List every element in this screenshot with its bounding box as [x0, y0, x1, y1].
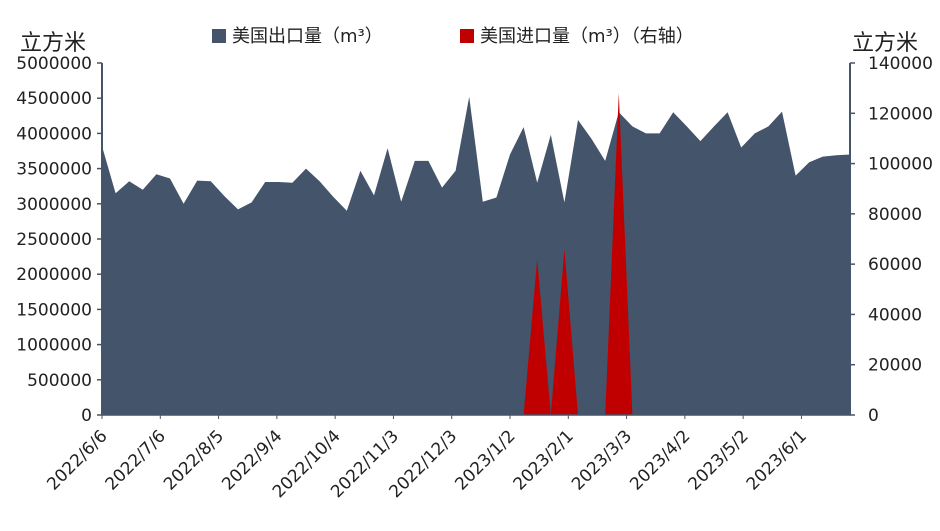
x-tick-label-1: 2022/7/6: [102, 426, 170, 494]
right-tick-label-1: 20000: [868, 356, 922, 376]
left-tick-label-7: 3500000: [16, 160, 92, 180]
left-tick-label-6: 3000000: [16, 195, 92, 215]
x-tick-label-0: 2022/6/6: [43, 426, 111, 494]
right-tick-label-3: 60000: [868, 255, 922, 275]
left-tick-label-0: 0: [81, 406, 92, 426]
right-tick-label-7: 140000: [868, 54, 933, 74]
right-axis-unit: 立方米: [852, 31, 918, 56]
left-tick-label-9: 4500000: [16, 89, 92, 109]
right-tick-label-2: 40000: [868, 305, 922, 325]
left-tick-label-4: 2000000: [16, 265, 92, 285]
left-tick-label-5: 2500000: [16, 230, 92, 250]
x-tick-label-10: 2023/4/2: [626, 426, 694, 494]
right-tick-label-4: 80000: [868, 205, 922, 225]
right-tick-label-6: 120000: [868, 104, 933, 124]
plot-area: [101, 93, 851, 416]
left-tick-label-8: 4000000: [16, 124, 92, 144]
legend-label-exports: 美国出口量（m³）: [232, 26, 383, 47]
left-tick-label-1: 500000: [27, 371, 92, 391]
right-tick-label-5: 100000: [868, 155, 933, 175]
legend: 美国出口量（m³） 美国进口量（m³）（右轴）: [212, 26, 694, 47]
left-tick-label-2: 1000000: [16, 336, 92, 356]
x-tick-label-8: 2023/2/1: [510, 426, 578, 494]
right-tick-label-0: 0: [868, 406, 879, 426]
left-tick-label-10: 5000000: [16, 54, 92, 74]
legend-swatch-imports: [460, 29, 474, 43]
left-tick-label-3: 1500000: [16, 300, 92, 320]
x-tick-label-9: 2023/3/3: [568, 426, 636, 494]
x-tick-label-11: 2023/5/2: [685, 426, 753, 494]
x-tick-label-7: 2023/1/2: [451, 426, 519, 494]
legend-swatch-exports: [212, 29, 226, 43]
series-exports-area: [102, 96, 850, 416]
legend-label-imports: 美国进口量（m³）（右轴）: [480, 26, 694, 47]
x-tick-label-2: 2022/8/5: [160, 426, 228, 494]
left-axis-unit: 立方米: [20, 31, 86, 56]
x-tick-label-12: 2023/6/1: [743, 426, 811, 494]
